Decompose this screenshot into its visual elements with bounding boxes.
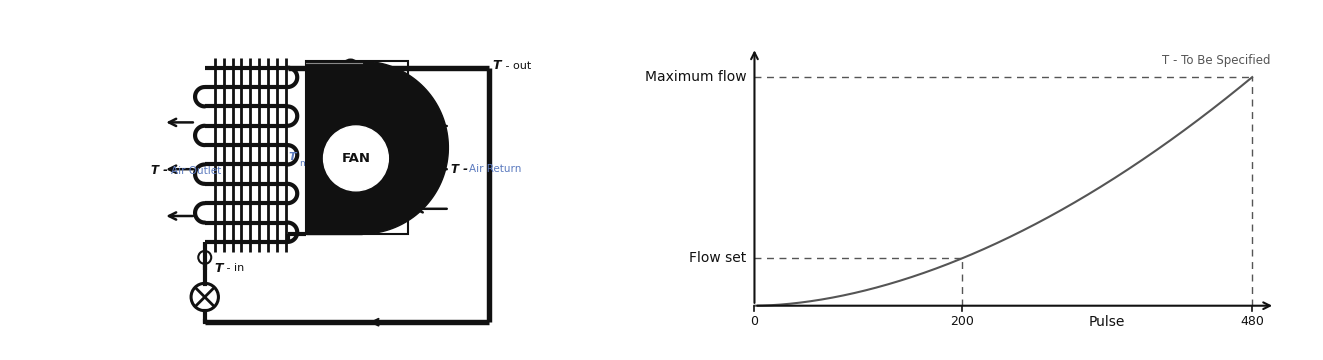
Text: 200: 200: [950, 315, 974, 328]
Text: Air Return: Air Return: [470, 164, 521, 174]
Polygon shape: [363, 61, 448, 234]
Text: mid: mid: [299, 159, 316, 168]
Text: T - To Be Specified: T - To Be Specified: [1163, 54, 1271, 67]
Text: - out: - out: [501, 61, 531, 71]
Text: Maximum flow: Maximum flow: [644, 70, 746, 84]
Text: T: T: [288, 152, 296, 162]
Bar: [306, 61, 409, 234]
Text: Pulse: Pulse: [1089, 315, 1126, 329]
Text: T -: T -: [451, 163, 472, 176]
Text: 0: 0: [750, 315, 758, 328]
Text: FAN: FAN: [341, 152, 370, 165]
Text: Air Outlet: Air Outlet: [171, 166, 221, 176]
Text: 480: 480: [1240, 315, 1265, 328]
Text: T -: T -: [151, 165, 172, 177]
Text: - in: - in: [224, 263, 245, 273]
Circle shape: [324, 126, 389, 191]
Text: Flow set: Flow set: [689, 251, 746, 265]
Text: T: T: [214, 262, 224, 275]
Bar: [306, 61, 363, 234]
Text: T: T: [492, 59, 501, 72]
